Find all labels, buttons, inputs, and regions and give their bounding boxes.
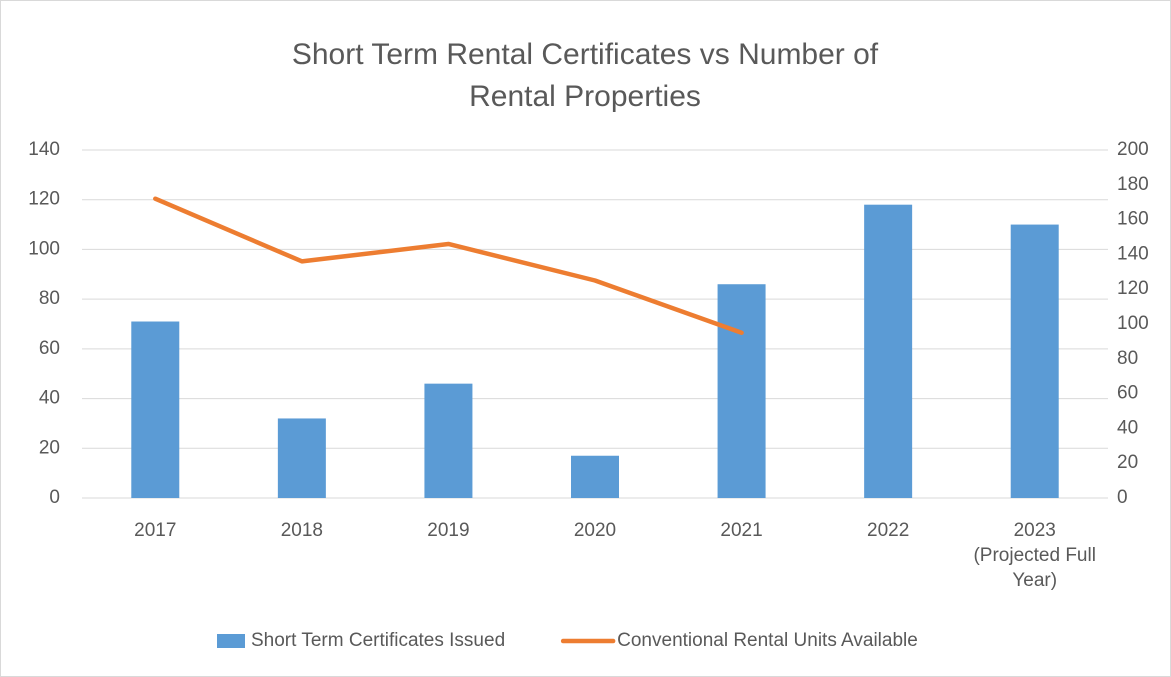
y-tick-label: 120: [28, 189, 60, 210]
y-tick-label: 80: [39, 288, 60, 309]
y2-tick-label: 120: [1117, 278, 1149, 299]
legend-swatch: [217, 634, 245, 648]
y2-tick-label: 140: [1117, 243, 1149, 264]
y2-tick-label: 0: [1117, 487, 1128, 508]
y-tick-label: 60: [39, 338, 60, 359]
bar: [864, 204, 913, 498]
x-tick-label: 2017: [134, 520, 177, 541]
bar: [1010, 224, 1059, 499]
y-tick-label: 100: [28, 238, 60, 259]
x-tick-label: 2022: [867, 520, 910, 541]
y2-tick-label: 20: [1117, 452, 1138, 473]
chart-title: Short Term Rental Certificates vs Number…: [291, 38, 879, 113]
bar: [277, 418, 326, 498]
x-tick-label: 2020: [573, 520, 617, 541]
y2-tick-label: 180: [1117, 174, 1149, 195]
y2-tick-label: 80: [1117, 348, 1138, 369]
bar: [424, 383, 473, 498]
y2-tick-label: 160: [1117, 209, 1149, 230]
legend-label: Short Term Certificates Issued: [251, 630, 505, 651]
y2-tick-label: 40: [1117, 417, 1138, 438]
bar: [571, 455, 619, 498]
x-tick-label: 2018: [280, 520, 323, 541]
x-tick-label: 2021: [720, 520, 763, 541]
bar: [131, 321, 180, 498]
y2-tick-label: 60: [1117, 383, 1138, 404]
y-tick-label: 0: [49, 487, 60, 508]
x-tick-label: 2019: [427, 520, 470, 541]
y-tick-label: 140: [28, 139, 60, 160]
line: [153, 196, 744, 335]
x-tick-label: 2023 (Projected Full Year): [973, 520, 1096, 591]
y-tick-label: 40: [39, 388, 60, 409]
y2-tick-label: 100: [1117, 313, 1149, 334]
bar: [717, 284, 766, 498]
y2-tick-label: 200: [1117, 139, 1149, 160]
legend-label: Conventional Rental Units Available: [617, 630, 918, 651]
y-tick-label: 20: [39, 437, 60, 458]
